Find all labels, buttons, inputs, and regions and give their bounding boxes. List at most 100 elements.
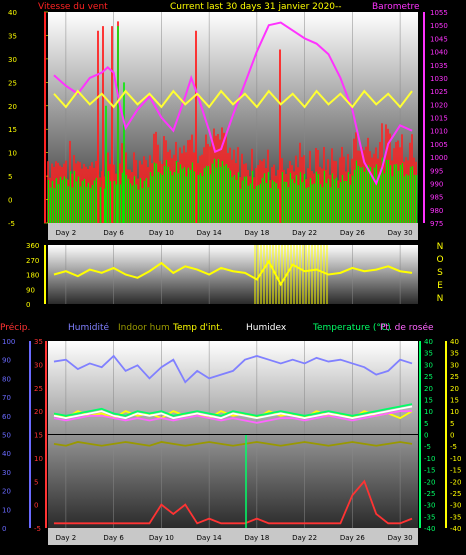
y-tick-label-temp: -10	[424, 455, 435, 463]
series-line	[53, 479, 413, 525]
y-tick-label-right: 1000	[430, 154, 448, 162]
x-tick-label: Day 14	[197, 229, 223, 237]
y-tick-label-left: 35	[8, 32, 17, 40]
y-tick-label-dir: 0	[26, 301, 30, 309]
y-tick-label-humidity: 100	[2, 338, 15, 346]
y-tick-label-temp: -5	[424, 443, 431, 451]
compass-letter: N	[437, 242, 444, 252]
x-tick-label: Day 22	[292, 534, 317, 542]
x-tick-label: Day 26	[340, 229, 366, 237]
y-tick-label-temp2: 10	[450, 408, 459, 416]
compass-letter: O	[436, 255, 443, 265]
y-tick-label-right: 980	[430, 207, 443, 215]
compass-letter: N	[437, 294, 444, 304]
legend-item: Humidité	[68, 322, 109, 333]
y-tick-label-temp2: -30	[450, 502, 461, 510]
y-tick-label-precip: 0	[34, 502, 38, 510]
y-tick-label-temp: 15	[424, 396, 433, 404]
x-tick-label: Day 10	[149, 534, 174, 542]
y-tick-label-temp: 35	[424, 350, 433, 358]
y-tick-label-temp: 30	[424, 361, 433, 369]
x-tick-label: Day 10	[149, 229, 174, 237]
y-tick-label-dir: 270	[26, 257, 39, 265]
y-tick-label-temp2: -40	[450, 525, 461, 533]
y-tick-label-right: 1045	[430, 35, 448, 43]
x-tick-label: Day 2	[56, 534, 77, 542]
legend-barometre: Barometre	[372, 2, 420, 12]
y-tick-label-left: 0	[8, 197, 12, 205]
y-tick-label-humidity: 40	[2, 450, 11, 458]
y-tick-label-right: 1055	[430, 9, 448, 17]
x-tick-label: Day 6	[103, 229, 124, 237]
barometre-line	[53, 21, 413, 186]
y-tick-label-right: 1005	[430, 141, 448, 149]
x-tick-label: Day 18	[244, 229, 269, 237]
compass-letter: E	[437, 281, 443, 291]
y-tick-label-left: 10	[8, 150, 17, 158]
series-line	[53, 441, 413, 447]
legend-item: Temperature (°C)	[312, 323, 391, 333]
series-line	[53, 403, 413, 417]
x-tick-label: Day 26	[340, 534, 366, 542]
y-tick-label-precip: 15	[34, 432, 43, 440]
y-tick-label-right: 1035	[430, 62, 448, 70]
x-tick-label: Day 30	[388, 534, 413, 542]
y-tick-label-dir: 90	[26, 286, 35, 294]
y-tick-label-temp2: -35	[450, 513, 461, 521]
y-tick-label-temp2: -20	[450, 478, 461, 486]
y-tick-label-temp2: -15	[450, 467, 461, 475]
y-tick-label-temp2: -25	[450, 490, 461, 498]
y-tick-label-temp: 10	[424, 408, 433, 416]
y-tick-label-temp: -30	[424, 502, 435, 510]
x-tick-label: Day 6	[103, 534, 124, 542]
y-tick-label-humidity: 60	[2, 413, 11, 421]
y-tick-label-temp2: 30	[450, 361, 459, 369]
y-tick-label-right: 1015	[430, 115, 448, 123]
y-tick-label-precip: 35	[34, 338, 43, 346]
x-tick-label: Day 2	[56, 229, 77, 237]
y-tick-label-humidity: 80	[2, 375, 11, 383]
y-tick-label-temp: -25	[424, 490, 435, 498]
series-line	[53, 405, 413, 420]
y-tick-label-temp: 0	[424, 432, 428, 440]
chart-title: Current last 30 days 31 janvier 2020--	[170, 2, 342, 12]
y-tick-label-temp: 20	[424, 385, 433, 393]
legend-vitesse-du-vent: Vitesse du vent	[38, 2, 108, 12]
wind-direction-line	[53, 259, 413, 287]
day-strip-1	[48, 223, 418, 240]
compass-letter: S	[437, 268, 443, 278]
day-strip-2	[48, 528, 418, 545]
y-tick-label-right: 975	[430, 220, 443, 228]
y-tick-label-right: 1010	[430, 128, 448, 136]
x-tick-label: Day 14	[197, 534, 223, 542]
legend-item: Précip.	[0, 322, 30, 333]
y-tick-label-temp2: -5	[450, 443, 457, 451]
series-line	[53, 354, 413, 384]
y-tick-label-dir: 360	[26, 242, 39, 250]
y-tick-label-temp: 5	[424, 420, 428, 428]
y-tick-label-temp: -15	[424, 467, 435, 475]
y-tick-label-right: 1025	[430, 88, 448, 96]
y-tick-label-left: 20	[8, 103, 17, 111]
y-tick-label-right: 1030	[430, 75, 448, 83]
series-line	[53, 410, 413, 424]
x-tick-label: Day 30	[388, 229, 413, 237]
y-tick-label-temp2: 20	[450, 385, 459, 393]
y-tick-label-temp: -35	[424, 513, 435, 521]
y-tick-label-temp: -40	[424, 525, 435, 533]
y-tick-label-humidity: 30	[2, 469, 11, 477]
y-tick-label-temp2: 15	[450, 396, 459, 404]
y-tick-label-temp2: 40	[450, 338, 459, 346]
y-tick-label-temp2: 25	[450, 373, 459, 381]
y-tick-label-temp: 40	[424, 338, 433, 346]
y-tick-label-right: 1020	[430, 101, 448, 109]
y-tick-label-left: 25	[8, 79, 17, 87]
y-tick-label-temp2: 0	[450, 432, 454, 440]
y-tick-label-left: -5	[8, 220, 15, 228]
y-tick-label-precip: 25	[34, 385, 43, 393]
x-tick-label: Day 22	[292, 229, 317, 237]
y-tick-label-left: 15	[8, 126, 17, 134]
y-tick-label-temp2: -10	[450, 455, 461, 463]
y-tick-label-precip: 5	[34, 478, 38, 486]
